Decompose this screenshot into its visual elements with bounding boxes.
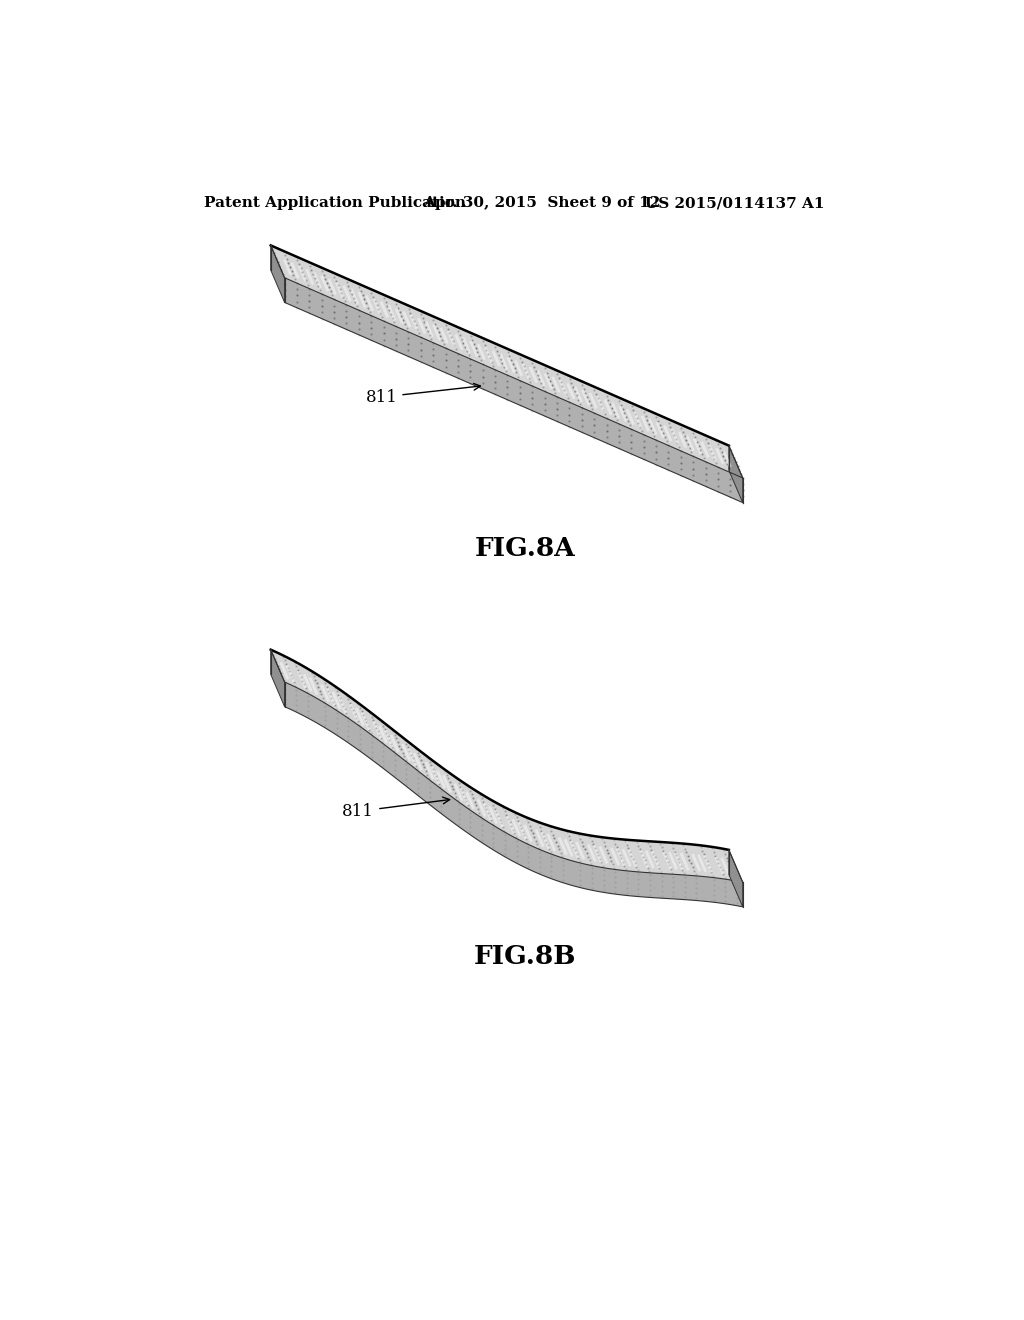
Text: 811: 811 [366,383,480,405]
Polygon shape [270,649,742,882]
Text: US 2015/0114137 A1: US 2015/0114137 A1 [645,197,824,210]
Polygon shape [729,850,742,907]
Text: Apr. 30, 2015  Sheet 9 of 12: Apr. 30, 2015 Sheet 9 of 12 [423,197,660,210]
Polygon shape [729,446,742,503]
Polygon shape [285,682,742,907]
Polygon shape [270,246,285,302]
Text: Patent Application Publication: Patent Application Publication [204,197,466,210]
Text: 811: 811 [342,797,450,820]
Text: FIG.8A: FIG.8A [474,536,575,561]
Polygon shape [270,246,742,478]
Polygon shape [285,277,742,503]
Text: FIG.8B: FIG.8B [473,944,577,969]
Polygon shape [270,649,285,706]
